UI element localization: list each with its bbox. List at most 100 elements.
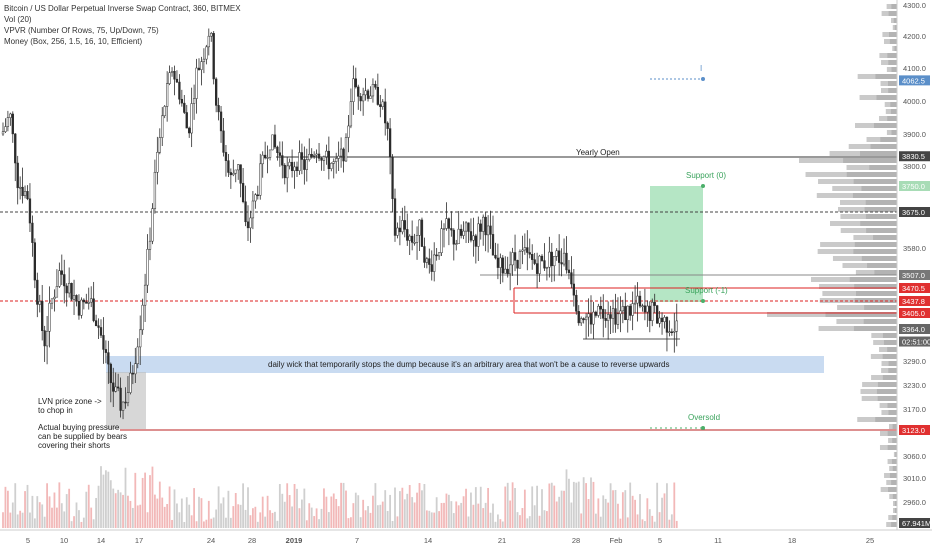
vpvr-row xyxy=(892,46,897,51)
candle-body xyxy=(271,134,274,151)
volume-profile xyxy=(767,4,897,527)
arrow-end-marker xyxy=(701,77,705,81)
volume-bar xyxy=(46,483,48,528)
time-tick-label: 7 xyxy=(355,536,359,545)
candle-body xyxy=(45,330,49,347)
candle-body xyxy=(555,250,558,257)
candle-body xyxy=(129,372,132,393)
vpvr-row-up xyxy=(832,186,862,191)
volume-bar xyxy=(656,482,659,528)
candle-body xyxy=(440,228,443,254)
candle-body xyxy=(486,225,490,236)
candle-body xyxy=(675,320,678,332)
candle-body xyxy=(85,301,88,304)
volume-bar xyxy=(570,502,573,528)
vpvr-row xyxy=(836,319,897,324)
vpvr-row xyxy=(822,291,897,296)
vpvr-row-up xyxy=(893,508,895,513)
candle-body xyxy=(528,252,531,255)
price-tag xyxy=(899,296,930,306)
candle-body xyxy=(183,102,186,113)
candle-body xyxy=(668,331,671,334)
legend-money[interactable]: Money (Box, 256, 1.5, 16, 10, Efficient) xyxy=(4,37,143,46)
price-tag xyxy=(899,151,930,162)
candle-body xyxy=(21,186,24,197)
volume-bar xyxy=(305,520,308,528)
price-tag-label: 3675.0 xyxy=(902,208,925,217)
vpvr-row-up xyxy=(855,123,874,128)
price-tag xyxy=(899,518,930,528)
vpvr-row-up xyxy=(889,424,893,429)
volume-bar xyxy=(154,494,156,528)
vpvr-row xyxy=(889,494,897,499)
legend-symbol[interactable]: Bitcoin / US Dollar Perpetual Inverse Sw… xyxy=(4,4,241,13)
candle-body xyxy=(401,220,404,233)
candle-body xyxy=(197,67,201,70)
volume-bar xyxy=(24,491,26,528)
volume-bar xyxy=(413,502,416,528)
vpvr-row-up xyxy=(884,473,890,478)
candle-body xyxy=(288,161,291,167)
vpvr-row xyxy=(862,382,897,387)
volume-bar xyxy=(65,494,68,528)
volume-bar xyxy=(136,505,139,528)
candle-body xyxy=(170,70,174,73)
volume-bar xyxy=(489,512,492,528)
vpvr-row xyxy=(859,95,897,100)
vpvr-row-up xyxy=(805,172,847,177)
candle-body xyxy=(158,137,161,153)
time-axis[interactable]: 5 10 14 17 24 28 2019 7 14 21 28 Feb 5 11 18 25 xyxy=(26,536,874,545)
legend-volume[interactable]: Vol (20) xyxy=(4,15,32,24)
volume-bar xyxy=(51,507,53,528)
volume-bar xyxy=(342,482,345,528)
candle-body xyxy=(658,317,661,324)
candle-body xyxy=(305,159,308,170)
candle-body xyxy=(489,225,492,235)
candle-body xyxy=(511,252,514,266)
candle-body xyxy=(241,183,245,203)
volume-bar xyxy=(536,485,538,528)
candle-body xyxy=(562,252,566,265)
candle-body xyxy=(104,349,108,353)
candle-body xyxy=(665,317,669,333)
legend-vpvr[interactable]: VPVR (Number Of Rows, 75, Up/Down, 75) xyxy=(4,26,159,35)
candle-body xyxy=(670,331,674,334)
vpvr-row xyxy=(881,361,897,366)
volume-bar xyxy=(320,508,323,528)
candle-body xyxy=(587,313,590,318)
volume-bar xyxy=(457,505,460,528)
vpvr-row-up xyxy=(832,256,862,261)
price-axis[interactable]: 4300.0 4200.0 4100.0 4000.0 3900.0 3800.0 3580… xyxy=(899,1,931,529)
volume-bar xyxy=(492,503,494,528)
candle-body xyxy=(357,86,360,97)
vpvr-row-up xyxy=(861,396,878,401)
candle-body xyxy=(315,153,318,156)
volume-bar xyxy=(308,503,311,528)
vpvr-row xyxy=(870,354,897,359)
candle-body xyxy=(403,220,406,230)
volume-bar xyxy=(433,512,436,528)
volume-bar xyxy=(663,493,666,528)
volume-bar xyxy=(217,486,220,528)
volume-bar xyxy=(85,491,88,528)
vpvr-row-up xyxy=(887,459,892,464)
candle-body xyxy=(227,160,230,173)
candle-body xyxy=(268,149,272,158)
candle-body xyxy=(31,222,34,243)
time-tick-label: 14 xyxy=(424,536,432,545)
volume-bar xyxy=(617,503,619,528)
vpvr-row xyxy=(881,410,897,415)
volume-bar xyxy=(60,503,63,528)
volume-bar xyxy=(666,483,668,528)
candle-body xyxy=(391,156,394,199)
vpvr-row xyxy=(871,333,897,338)
candle-body xyxy=(281,155,284,166)
volume-bar xyxy=(626,517,629,528)
volume-bar xyxy=(511,482,514,528)
price-tag xyxy=(899,425,930,435)
candle-body xyxy=(38,301,41,305)
volume-bar xyxy=(509,500,512,528)
volume-bar xyxy=(291,506,293,528)
vpvr-row-up xyxy=(799,158,844,163)
